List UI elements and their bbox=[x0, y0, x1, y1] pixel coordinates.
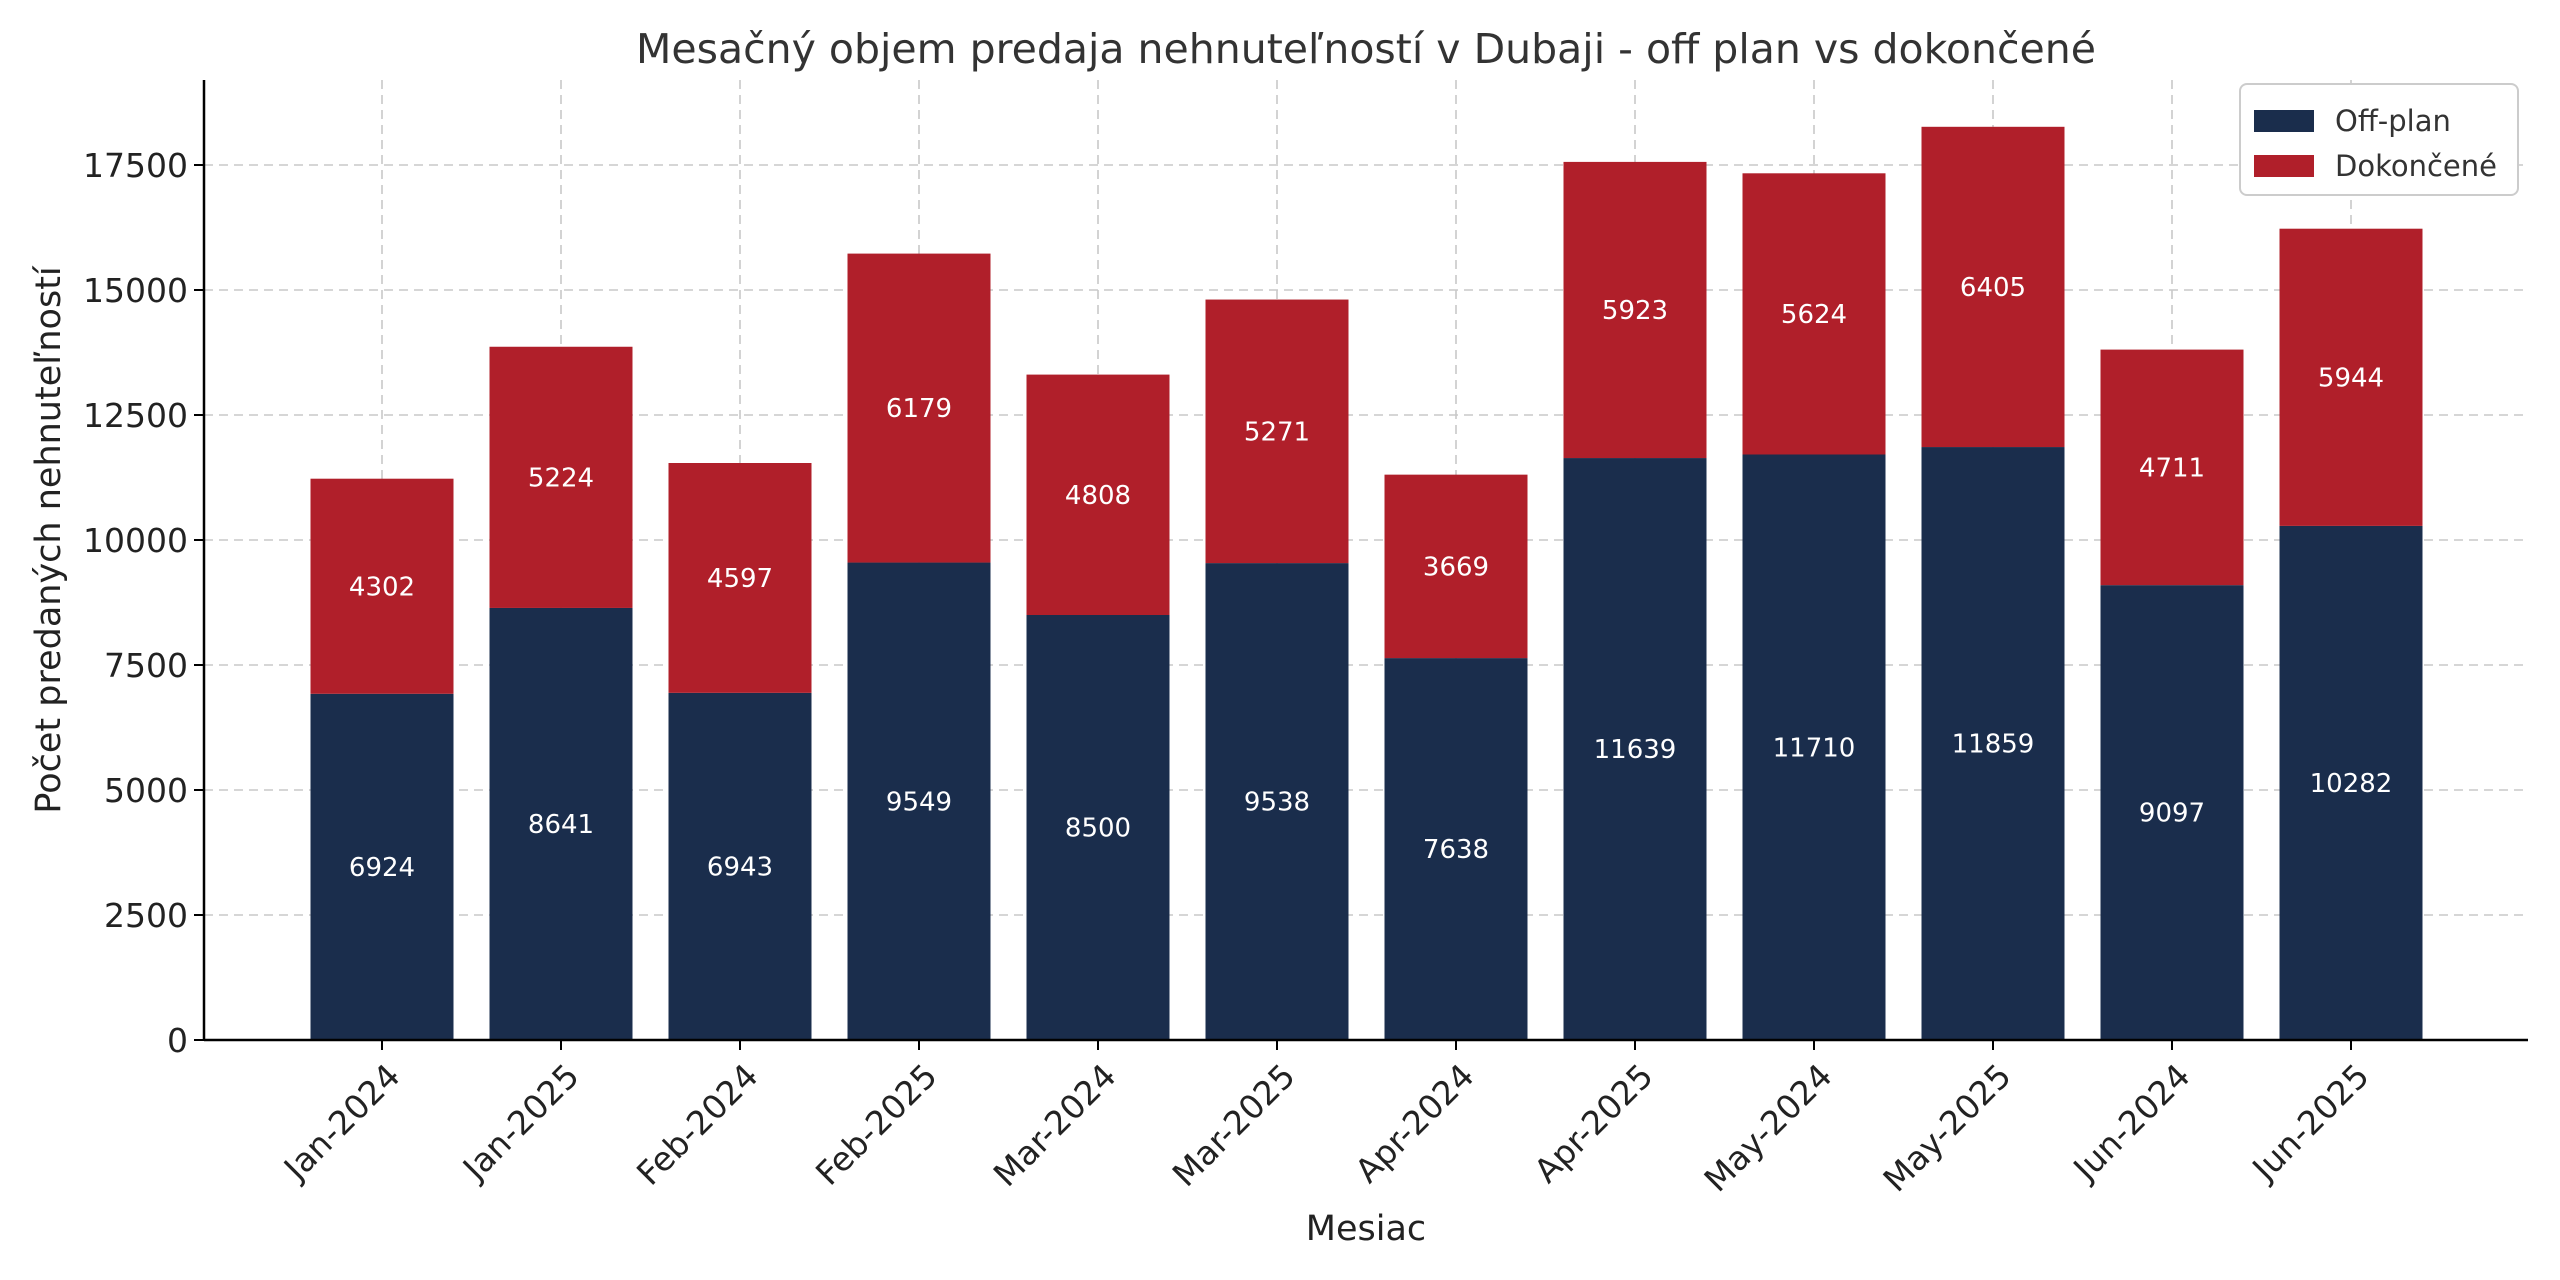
bar-dokoncene bbox=[489, 346, 633, 608]
x-tick-label: Mar-2024 bbox=[986, 1056, 1124, 1194]
x-axis-ticks: Jan-2024 Jan-2025 Feb-2024 Feb-2025 Mar-2024… bbox=[275, 1040, 2377, 1199]
y-axis-ticks: 0 2500 5000 7500 10000 12500 15000 17500 bbox=[83, 146, 204, 1060]
legend: Off-plan Dokončené bbox=[2239, 83, 2519, 196]
x-tick-label: Mar-2025 bbox=[1165, 1056, 1303, 1194]
data-label: 9549 bbox=[886, 787, 952, 817]
bar-off-plan bbox=[2279, 525, 2423, 1040]
data-label: 5224 bbox=[528, 463, 594, 493]
data-label: 3669 bbox=[1423, 552, 1489, 582]
y-tick-label: 7500 bbox=[104, 646, 188, 685]
data-label: 10282 bbox=[2310, 769, 2393, 799]
x-tick-label: Apr-2025 bbox=[1526, 1056, 1660, 1190]
bar-dokoncene bbox=[1742, 173, 1886, 455]
data-label: 4808 bbox=[1065, 481, 1131, 511]
bar-off-plan bbox=[847, 562, 991, 1040]
x-tick-label: Apr-2024 bbox=[1347, 1056, 1481, 1190]
data-label: 6943 bbox=[707, 852, 773, 882]
data-label: 11710 bbox=[1773, 733, 1856, 763]
y-tick-label: 17500 bbox=[83, 146, 188, 185]
data-label: 5624 bbox=[1781, 300, 1847, 330]
bar-dokoncene bbox=[310, 478, 454, 694]
x-tick-label: Jan-2025 bbox=[454, 1056, 587, 1189]
bar-dokoncene bbox=[1384, 474, 1528, 659]
chart-title: Mesačný objem predaja nehnuteľností v Du… bbox=[636, 25, 2096, 73]
x-tick-label: Jun-2024 bbox=[2064, 1056, 2197, 1189]
y-tick-label: 15000 bbox=[83, 271, 188, 310]
bar-off-plan bbox=[668, 692, 812, 1040]
data-label: 9538 bbox=[1244, 788, 1310, 818]
bar-off-plan bbox=[1742, 454, 1886, 1040]
bar-off-plan bbox=[489, 607, 633, 1040]
y-tick-label: 0 bbox=[167, 1021, 188, 1060]
bars bbox=[310, 126, 2423, 1040]
bar-off-plan bbox=[1921, 447, 2065, 1040]
data-label: 8641 bbox=[528, 810, 594, 840]
x-axis-label: Mesiac bbox=[1306, 1209, 1426, 1249]
y-tick-label: 10000 bbox=[83, 521, 188, 560]
data-label: 9097 bbox=[2139, 799, 2205, 829]
data-label: 6405 bbox=[1960, 273, 2026, 303]
x-tick-label: Feb-2025 bbox=[808, 1056, 945, 1193]
y-tick-label: 2500 bbox=[104, 896, 188, 935]
legend-label: Dokončené bbox=[2335, 149, 2497, 183]
bar-dokoncene bbox=[2279, 228, 2423, 526]
bar-dokoncene bbox=[1205, 299, 1349, 564]
legend-swatch bbox=[2254, 110, 2314, 132]
data-label: 6179 bbox=[886, 394, 952, 424]
value-labels: 6924 4302 8641 5224 6943 4597 9549 6179 8500 4808… bbox=[349, 273, 2392, 883]
bar-off-plan bbox=[1026, 615, 1170, 1040]
x-tick-label: May-2025 bbox=[1875, 1056, 2018, 1199]
data-label: 4711 bbox=[2139, 453, 2205, 483]
x-tick-label: Feb-2024 bbox=[629, 1056, 766, 1193]
bar-off-plan bbox=[310, 693, 454, 1040]
legend-swatch bbox=[2254, 155, 2314, 177]
legend-label: Off-plan bbox=[2335, 104, 2451, 138]
bar-dokoncene bbox=[1563, 161, 1707, 459]
x-tick-label: May-2024 bbox=[1696, 1056, 1839, 1199]
y-tick-label: 12500 bbox=[83, 396, 188, 435]
y-tick-label: 5000 bbox=[104, 771, 188, 810]
data-label: 8500 bbox=[1065, 814, 1131, 844]
data-label: 7638 bbox=[1423, 835, 1489, 865]
bar-dokoncene bbox=[2100, 349, 2244, 586]
data-label: 5923 bbox=[1602, 296, 1668, 326]
y-axis-label: Počet predaných nehnuteľností bbox=[29, 265, 69, 814]
data-label: 5271 bbox=[1244, 417, 1310, 447]
bar-off-plan bbox=[1205, 563, 1349, 1040]
bar-dokoncene bbox=[847, 253, 991, 563]
x-tick-label: Jan-2024 bbox=[275, 1056, 408, 1189]
bar-dokoncene bbox=[668, 463, 812, 693]
data-label: 5944 bbox=[2318, 363, 2384, 393]
data-label: 4597 bbox=[707, 564, 773, 594]
bar-dokoncene bbox=[1026, 374, 1170, 615]
data-label: 6924 bbox=[349, 853, 415, 883]
data-label: 11639 bbox=[1594, 735, 1677, 765]
x-tick-label: Jun-2025 bbox=[2243, 1056, 2376, 1189]
data-label: 11859 bbox=[1952, 730, 2035, 760]
bar-off-plan bbox=[1384, 658, 1528, 1040]
bar-dokoncene bbox=[1921, 126, 2065, 448]
bar-off-plan bbox=[2100, 585, 2244, 1040]
data-label: 4302 bbox=[349, 572, 415, 602]
bar-off-plan bbox=[1563, 458, 1707, 1040]
